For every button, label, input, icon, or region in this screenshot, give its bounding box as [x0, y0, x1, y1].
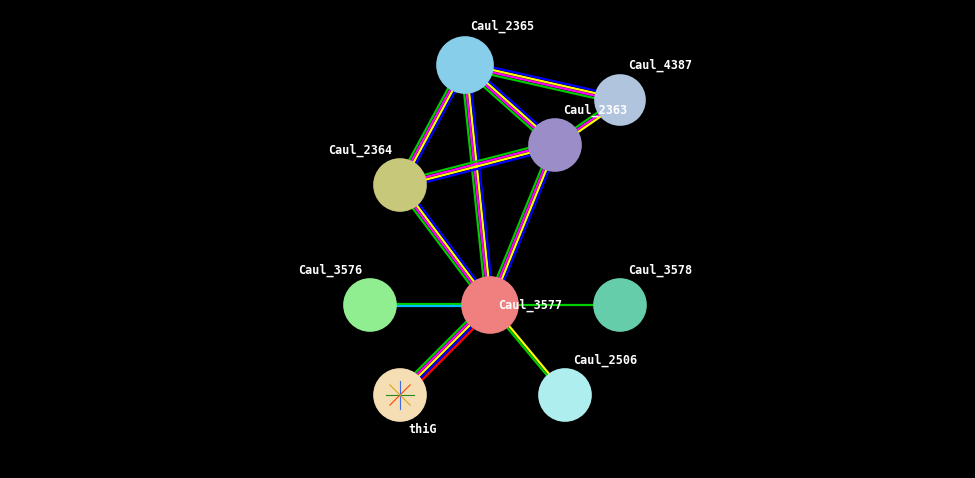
- Text: Caul_3577: Caul_3577: [498, 298, 563, 312]
- Text: Caul_3578: Caul_3578: [628, 264, 692, 277]
- Circle shape: [594, 279, 646, 331]
- Text: Caul_4387: Caul_4387: [628, 59, 692, 72]
- Text: Caul_2364: Caul_2364: [328, 144, 392, 157]
- Text: Caul_3576: Caul_3576: [298, 264, 362, 277]
- Circle shape: [374, 159, 426, 211]
- Circle shape: [344, 279, 396, 331]
- Text: Caul_2365: Caul_2365: [470, 20, 534, 33]
- Circle shape: [529, 119, 581, 171]
- Text: Caul_2506: Caul_2506: [573, 354, 637, 367]
- Text: thiG: thiG: [408, 423, 437, 436]
- Text: Caul_2363: Caul_2363: [563, 104, 627, 117]
- Circle shape: [595, 75, 645, 125]
- Circle shape: [437, 37, 493, 93]
- Circle shape: [374, 369, 426, 421]
- Circle shape: [539, 369, 591, 421]
- Circle shape: [462, 277, 518, 333]
